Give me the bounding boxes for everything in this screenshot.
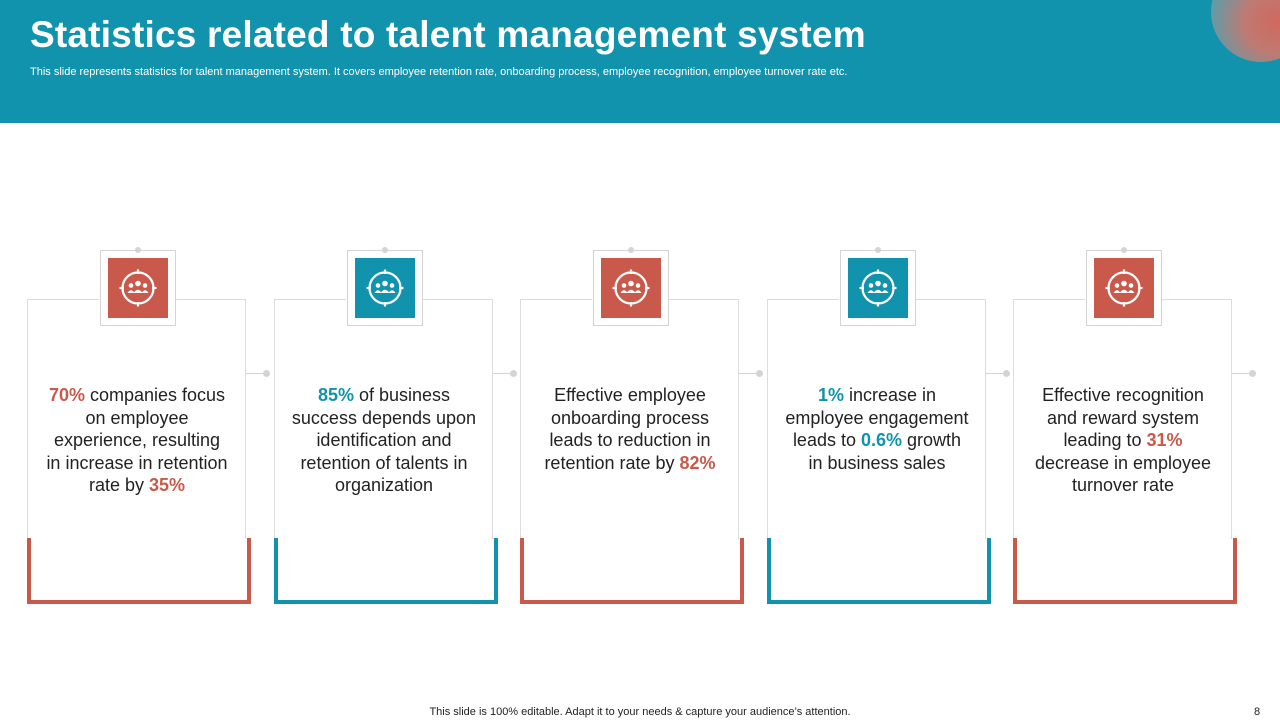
people-target-icon (601, 258, 661, 318)
people-target-icon (848, 258, 908, 318)
stat-highlight: 82% (679, 452, 716, 473)
people-target-icon (1094, 258, 1154, 318)
stat-text-line: identification and (316, 430, 452, 450)
connector-dot (875, 247, 881, 253)
page-number: 8 (1254, 706, 1261, 718)
stat-text-line: on employee (85, 407, 189, 428)
connector-dot (1249, 370, 1256, 377)
card-bracket (767, 538, 991, 604)
stat-text-line: rate by 35% (88, 475, 186, 495)
card-bracket (1013, 538, 1237, 604)
stat-text-line: retention of talents in (300, 452, 468, 473)
connector-line (246, 373, 265, 374)
stat-card: Effective recognition and reward system le… (1013, 247, 1256, 605)
stat-text-line: decrease in employee (1034, 452, 1212, 473)
stat-text-line: and reward system (1046, 407, 1200, 428)
connector-dot (135, 247, 141, 253)
header-banner: Statistics related to talent management … (0, 0, 1280, 123)
stat-highlight: 0.6% (860, 430, 903, 450)
connector-dot (263, 370, 270, 377)
stat-card: 1% increase in employee engagement leads t… (767, 247, 1010, 605)
stat-text-line: organization (334, 475, 434, 495)
stat-text-line: 1% increase in (817, 385, 937, 405)
stat-highlight: 1% (817, 385, 844, 405)
stat-text-line: leads to reduction in (549, 430, 711, 450)
connector-dot (756, 370, 763, 377)
stat-text: 70% companies focus on employee experience… (37, 384, 237, 497)
stat-highlight: 70% (48, 385, 85, 405)
connector-line (739, 373, 758, 374)
stat-text-line: in business sales (808, 452, 946, 473)
card-bracket (274, 538, 498, 604)
page-title: Statistics related to talent management … (30, 14, 866, 55)
stat-text: 1% increase in employee engagement leads t… (777, 384, 977, 474)
stat-text-line: employee engagement (785, 407, 969, 428)
stat-text-line: Effective recognition (1042, 385, 1204, 405)
stat-text: Effective employee onboarding process lead… (530, 384, 730, 474)
connector-dot (510, 370, 517, 377)
corner-decoration (1211, 0, 1280, 62)
connector-line (986, 373, 1005, 374)
stat-text: 85% of business success depends upon ident… (284, 384, 484, 497)
connector-line (1232, 373, 1251, 374)
connector-dot (1003, 370, 1010, 377)
stat-card: 70% companies focus on employee experience… (27, 247, 270, 605)
stat-text-line: Effective employee (554, 385, 706, 405)
stat-card: 85% of business success depends upon ident… (274, 247, 517, 605)
connector-dot (1121, 247, 1127, 253)
stat-text: Effective recognition and reward system le… (1023, 384, 1223, 497)
card-bracket (520, 538, 744, 604)
stat-highlight: 85% (317, 385, 354, 405)
stat-text-line: leads to 0.6% growth (792, 430, 962, 450)
stat-text-line: retention rate by 82% (544, 452, 716, 473)
connector-line (493, 373, 512, 374)
stat-text-line: success depends upon (291, 407, 477, 428)
stat-highlight: 31% (1146, 430, 1183, 450)
stat-text-line: 85% of business (317, 385, 451, 405)
stat-highlight: 35% (149, 475, 186, 495)
stat-text-line: leading to 31% (1063, 430, 1183, 450)
people-target-icon (108, 258, 168, 318)
stat-card: Effective employee onboarding process lead… (520, 247, 763, 605)
card-bracket (27, 538, 251, 604)
page-subtitle: This slide represents statistics for tal… (30, 66, 848, 78)
stat-text-line: turnover rate (1071, 475, 1175, 495)
stat-text-line: experience, resulting (53, 430, 221, 450)
stat-text-line: in increase in retention (46, 452, 228, 473)
people-target-icon (355, 258, 415, 318)
stat-text-line: onboarding process (550, 407, 710, 428)
connector-dot (382, 247, 388, 253)
stat-text-line: 70% companies focus (48, 385, 226, 405)
footer-note: This slide is 100% editable. Adapt it to… (429, 706, 851, 718)
connector-dot (628, 247, 634, 253)
